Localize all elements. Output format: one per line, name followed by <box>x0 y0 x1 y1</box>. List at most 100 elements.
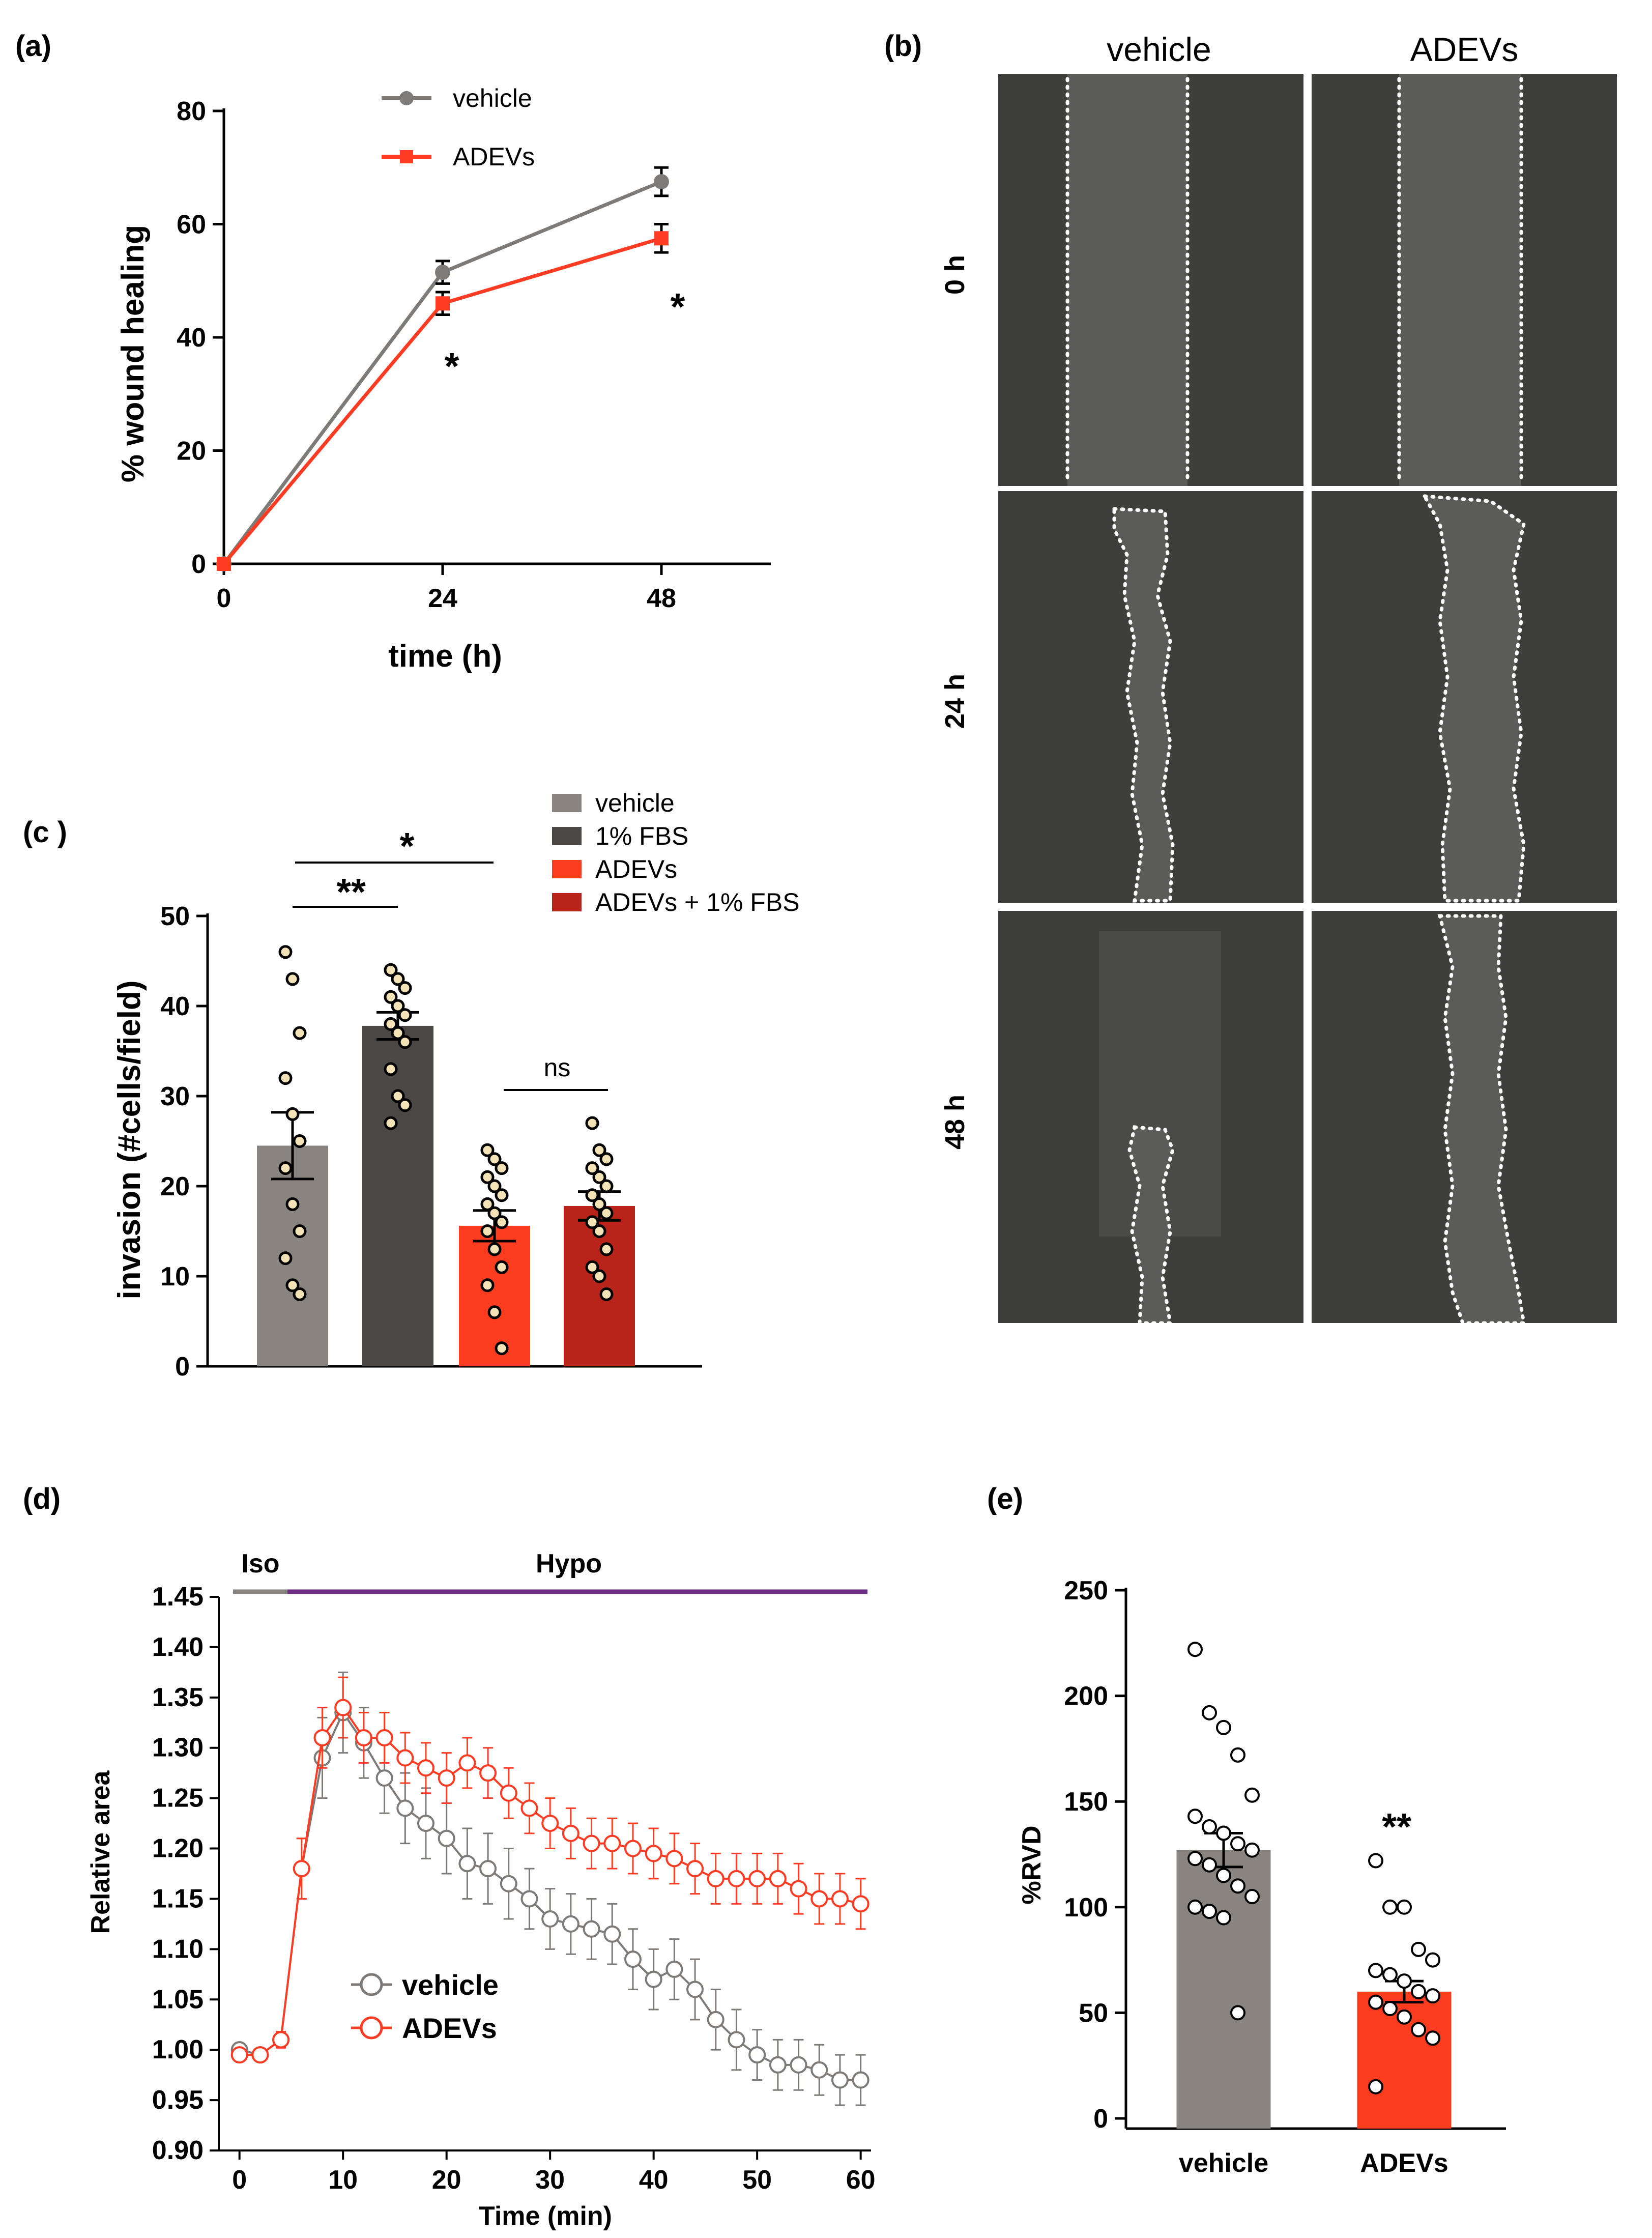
b-wound-adevs-48h <box>1437 914 1526 1325</box>
a-xlabel: time (h) <box>388 639 502 674</box>
a-sig-24h: * <box>445 345 459 387</box>
e-datapoint <box>1397 1899 1412 1915</box>
e-datapoint <box>1382 2001 1398 2017</box>
d-point-vehicle <box>831 2071 849 2089</box>
d-point-ADEVs <box>520 1799 538 1817</box>
c-legend-vehicle-label: vehicle <box>595 789 675 817</box>
d-ytick-label: 1.45 <box>152 1582 204 1612</box>
c-legend-adevs-label: ADEVs <box>595 855 677 883</box>
e-datapoint <box>1397 2009 1412 2025</box>
c-datapoint <box>585 1215 599 1229</box>
d-axes: 0.90 0.95 1.00 1.05 1.10 1.15 1.20 1.25 1.30 1.35… <box>152 1582 876 2195</box>
d-ytick-label: 1.10 <box>152 1934 204 1964</box>
c-legend-adevs-swatch <box>552 860 582 878</box>
e-datapoint <box>1425 2030 1440 2046</box>
b-col-header-vehicle: vehicle <box>1107 31 1211 68</box>
d-iso-label: Iso <box>241 1549 279 1579</box>
d-xtick-label: 20 <box>432 2165 461 2195</box>
a-point-vehicle <box>654 174 669 190</box>
d-point-ADEVs <box>707 1870 724 1887</box>
a-ytick-label: 40 <box>177 323 206 353</box>
e-datapoint <box>1425 1952 1440 1968</box>
a-sig-48h: * <box>671 285 685 328</box>
e-datapoint <box>1187 1642 1203 1657</box>
e-ytick-label: 100 <box>1064 1893 1108 1923</box>
d-point-vehicle <box>852 2071 870 2089</box>
c-legend-adevs-fbs-label: ADEVs + 1% FBS <box>595 888 800 916</box>
d-point-ADEVs <box>458 1754 476 1772</box>
c-datapoint <box>487 1152 502 1166</box>
d-point-vehicle <box>417 1815 434 1832</box>
e-datapoint <box>1411 2022 1426 2038</box>
e-datapoint <box>1244 1842 1260 1858</box>
e-datapoint <box>1216 1868 1231 1883</box>
c-datapoint <box>592 1170 606 1184</box>
c-bar-1 <box>362 1025 433 1366</box>
d-point-vehicle <box>583 1920 600 1938</box>
d-point-ADEVs <box>748 1870 766 1887</box>
d-point-ADEVs <box>562 1824 579 1842</box>
c-datapoint <box>285 1107 300 1121</box>
c-datapoint <box>599 1242 614 1256</box>
d-point-ADEVs <box>334 1699 352 1716</box>
e-ytick-label: 250 <box>1064 1576 1108 1605</box>
panel-d-timecourse: Iso Hypo 0.90 0.95 1.00 1.05 1.10 1.15 1.20 1.2… <box>86 1549 876 2231</box>
d-point-ADEVs <box>479 1764 497 1782</box>
d-ytick-label: 1.05 <box>152 1985 204 2014</box>
c-datapoint <box>278 1071 293 1085</box>
a-point-vehicle <box>435 265 450 280</box>
d-point-vehicle <box>769 2056 787 2074</box>
c-datapoint <box>487 1179 502 1193</box>
b-row-label-48h: 48 h <box>940 1095 970 1150</box>
c-datapoint <box>599 1179 614 1193</box>
a-ytick-label: 20 <box>177 437 206 466</box>
d-point-ADEVs <box>375 1729 393 1746</box>
c-datapoint <box>480 1143 495 1157</box>
e-ytick-label: 50 <box>1079 1998 1108 2028</box>
e-datapoint <box>1397 1973 1412 1989</box>
d-ytick-label: 1.35 <box>152 1683 204 1712</box>
d-point-vehicle <box>707 2011 724 2028</box>
d-point-vehicle <box>624 1950 642 1968</box>
panel-c-bar-chart: 0 10 20 30 40 50 invasion (#cells/field) vehi… <box>112 789 800 1382</box>
c-datapoint <box>599 1287 614 1301</box>
c-datapoint <box>592 1197 606 1211</box>
d-ytick-label: 1.15 <box>152 1884 204 1913</box>
d-point-ADEVs <box>583 1834 600 1852</box>
d-point-ADEVs <box>645 1845 662 1862</box>
d-point-vehicle <box>520 1890 538 1908</box>
d-point-vehicle <box>686 1981 704 1998</box>
c-datapoint <box>398 1008 412 1022</box>
d-hypo-label: Hypo <box>536 1549 602 1579</box>
c-ytick-label: 0 <box>175 1352 190 1382</box>
panel-label-d: (d) <box>23 1482 61 1515</box>
c-sig-label-double: ** <box>336 871 366 913</box>
d-point-vehicle <box>645 1970 662 1988</box>
c-datapoint <box>495 1161 509 1175</box>
c-datapoint <box>495 1341 509 1356</box>
d-point-ADEVs <box>355 1729 372 1746</box>
c-datapoint <box>398 1035 412 1049</box>
a-xtick-label: 24 <box>428 584 457 613</box>
d-point-ADEVs <box>686 1860 704 1878</box>
e-ytick-label: 0 <box>1093 2104 1108 2134</box>
c-datapoint <box>398 981 412 995</box>
c-datapoint <box>480 1170 495 1184</box>
c-datapoint <box>278 1161 293 1175</box>
d-ytick-label: 0.90 <box>152 2136 204 2165</box>
d-point-vehicle <box>500 1875 517 1892</box>
a-ytick-label: 0 <box>191 550 206 579</box>
d-legend-adevs-marker <box>360 2016 383 2040</box>
e-datapoint <box>1368 1994 1383 2010</box>
e-datapoint <box>1187 1899 1203 1915</box>
d-point-vehicle <box>603 1925 621 1943</box>
b-wound-vehicle-24h <box>1112 507 1175 903</box>
e-datapoint <box>1244 1787 1260 1803</box>
panel-b-micrographs: vehicle ADEVs 0 h 24 h 48 h <box>940 31 1617 1325</box>
panel-label-c: (c ) <box>23 816 67 849</box>
c-datapoint <box>278 945 293 959</box>
b-col-header-adevs: ADEVs <box>1410 31 1519 68</box>
d-ytick-label: 1.30 <box>152 1733 204 1763</box>
c-legend-fbs-label: 1% FBS <box>595 822 688 850</box>
